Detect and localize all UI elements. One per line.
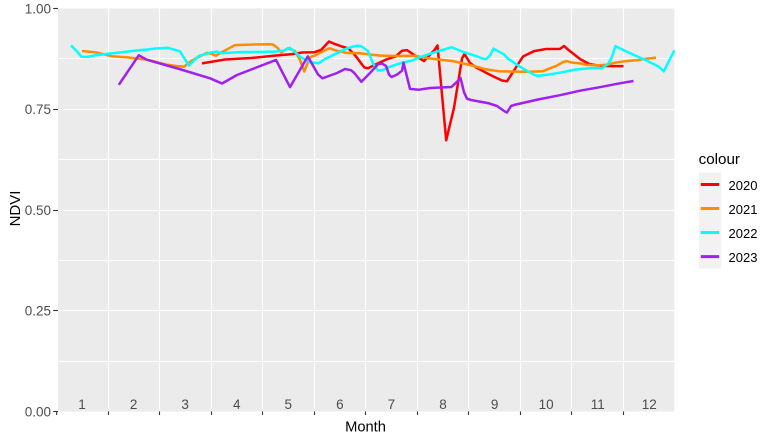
svg-text:NDVI: NDVI [7,191,24,227]
svg-text:5: 5 [285,397,293,412]
svg-text:0.00: 0.00 [25,404,51,419]
svg-text:2023: 2023 [729,250,758,265]
svg-text:0.50: 0.50 [25,203,51,218]
svg-text:Month: Month [345,419,386,435]
svg-text:1.00: 1.00 [25,1,51,16]
svg-text:10: 10 [539,397,554,412]
svg-text:4: 4 [233,397,241,412]
svg-text:0.75: 0.75 [25,102,51,117]
svg-text:9: 9 [491,397,499,412]
svg-text:colour: colour [699,151,740,168]
svg-text:11: 11 [591,397,605,412]
svg-text:7: 7 [388,397,396,412]
svg-text:2: 2 [130,397,138,412]
svg-text:0.25: 0.25 [25,304,51,319]
svg-text:1: 1 [78,397,86,412]
svg-text:2020: 2020 [729,178,758,193]
svg-text:2021: 2021 [729,202,758,217]
svg-text:6: 6 [336,397,344,412]
svg-text:8: 8 [439,397,447,412]
svg-text:2022: 2022 [729,226,758,241]
svg-text:3: 3 [181,397,189,412]
svg-text:12: 12 [642,397,657,412]
